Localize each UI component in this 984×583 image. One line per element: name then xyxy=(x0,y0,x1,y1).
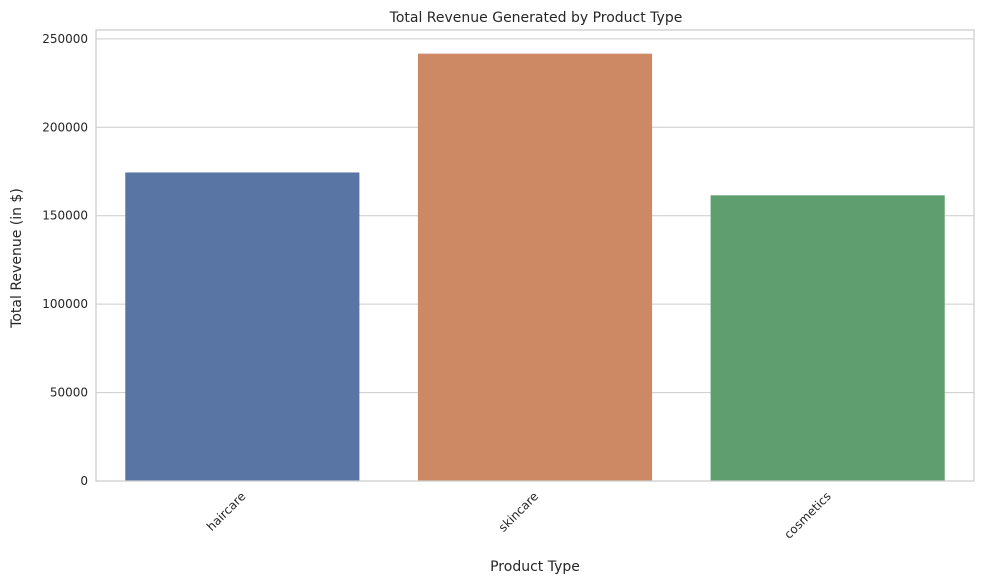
y-tick-label: 0 xyxy=(80,474,88,488)
chart-title: Total Revenue Generated by Product Type xyxy=(389,10,683,26)
y-tick-label: 50000 xyxy=(50,386,88,400)
y-axis-label: Total Revenue (in $) xyxy=(9,188,25,329)
bar-cosmetics xyxy=(710,195,945,481)
y-tick-label: 150000 xyxy=(42,209,88,223)
x-tick-label: cosmetics xyxy=(781,489,833,541)
y-tick-label: 250000 xyxy=(42,32,88,46)
bar-haircare xyxy=(125,172,360,481)
y-tick-label: 200000 xyxy=(42,120,88,134)
bars xyxy=(125,53,945,481)
plot-frame xyxy=(95,29,975,482)
x-tick-label: haircare xyxy=(204,489,249,534)
x-axis-label: Product Type xyxy=(490,559,580,575)
y-axis-ticks: 0 50000 100000 150000 200000 250000 xyxy=(42,32,88,488)
bar-skincare xyxy=(417,53,653,481)
x-axis-ticks: haircare skincare cosmetics xyxy=(204,489,834,541)
y-tick-label: 100000 xyxy=(42,297,88,311)
x-tick-label: skincare xyxy=(496,489,541,534)
